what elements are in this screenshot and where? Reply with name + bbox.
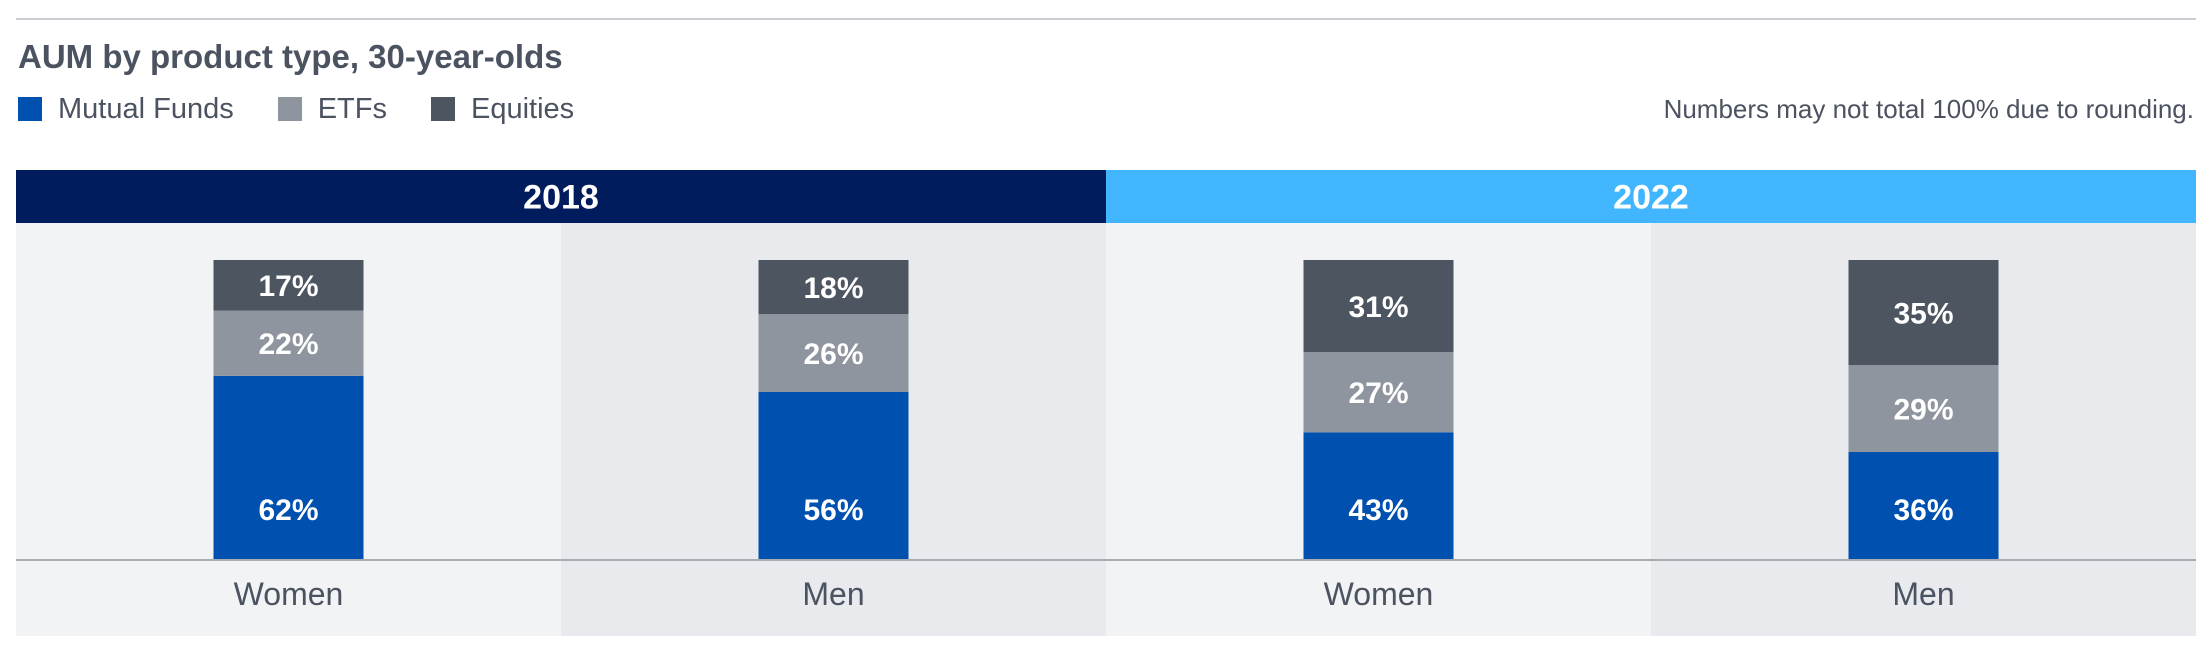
rounding-note: Numbers may not total 100% due to roundi…: [1663, 94, 2194, 124]
year-band-2022: [1106, 170, 2196, 223]
legend-swatch-equities: [430, 97, 455, 121]
data-label-2018-men-equities: 18%: [803, 272, 863, 305]
data-label-2022-men-equities: 35%: [1893, 298, 1953, 331]
category-label-2018-women: Women: [234, 576, 344, 612]
data-label-2022-women-equities: 31%: [1348, 291, 1408, 324]
legend-item-etfs: ETFs: [277, 92, 387, 126]
data-label-2022-women-etfs: 27%: [1348, 377, 1408, 410]
year-label-2018: 2018: [523, 179, 599, 217]
bar-2018-women-equities: [213, 260, 364, 311]
data-label-2018-men-mutual-funds: 56%: [803, 494, 863, 527]
data-label-2018-women-etfs: 22%: [258, 328, 318, 361]
bar-2018-men-equities: [758, 260, 909, 314]
bar-2022-women-equities: [1303, 260, 1454, 353]
bar-2018-men-mutual-funds: [758, 392, 909, 560]
year-label-2022: 2022: [1613, 179, 1689, 217]
data-label-2018-men-etfs: 26%: [803, 338, 863, 371]
bar-2022-men-mutual-funds: [1848, 452, 1999, 560]
legend-label-mutual-funds: Mutual Funds: [58, 92, 234, 125]
category-label-2018-men: Men: [802, 576, 864, 612]
legend-label-equities: Equities: [470, 92, 575, 125]
bar-2018-men-etfs: [758, 314, 909, 392]
chart-title: AUM by product type, 30-year-olds: [18, 38, 563, 75]
data-label-2022-men-mutual-funds: 36%: [1893, 494, 1953, 527]
data-label-2022-women-mutual-funds: 43%: [1348, 494, 1408, 527]
top-rule: [16, 18, 2196, 20]
legend-label-etfs: ETFs: [317, 92, 387, 125]
category-label-2022-men: Men: [1892, 576, 1954, 612]
legend-item-equities: Equities: [430, 92, 575, 126]
data-label-2022-men-etfs: 29%: [1893, 394, 1953, 427]
bar-2022-men-equities: [1848, 260, 1999, 365]
legend: Mutual Funds ETFs Equities: [18, 92, 618, 126]
legend-swatch-etfs: [277, 97, 302, 121]
legend-item-mutual-funds: Mutual Funds: [18, 93, 234, 126]
bar-2018-women-etfs: [213, 310, 364, 376]
bar-2018-women-mutual-funds: [213, 375, 364, 560]
year-band-2018: [16, 170, 1106, 223]
category-label-2022-women: Women: [1324, 576, 1434, 612]
bar-2022-women-mutual-funds: [1303, 432, 1454, 560]
bar-2022-women-etfs: [1303, 352, 1454, 433]
legend-swatch-mutual-funds: [18, 97, 42, 121]
data-label-2018-women-mutual-funds: 62%: [258, 494, 318, 527]
bar-2022-men-etfs: [1848, 365, 1999, 452]
data-label-2018-women-equities: 17%: [258, 270, 318, 303]
